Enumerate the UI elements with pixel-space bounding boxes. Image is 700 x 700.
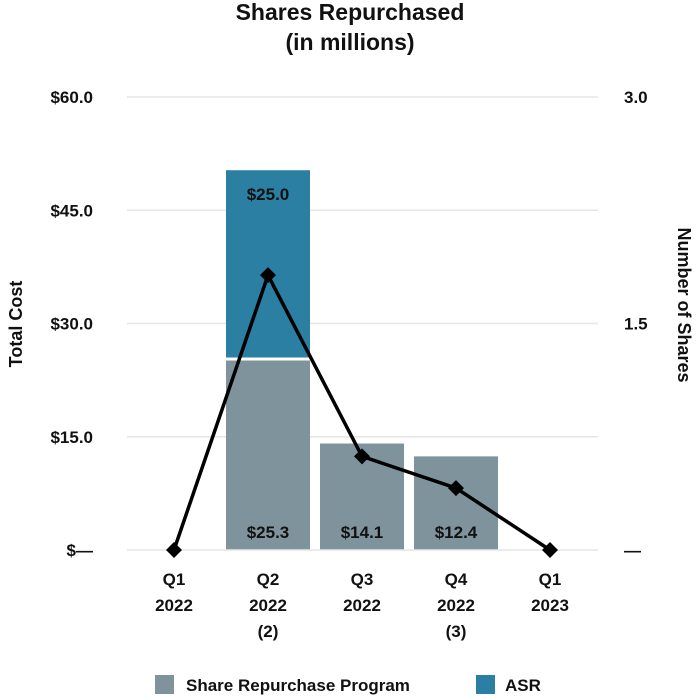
y-right-axis-title: Number of Shares: [674, 227, 694, 382]
x-category-label: Q1: [163, 570, 186, 589]
shares-marker: [448, 480, 464, 497]
legend-label: ASR: [505, 676, 541, 695]
y-tick-label: $15.0: [50, 428, 93, 447]
x-category-label: 2022: [249, 596, 287, 615]
chart-title-line: Shares Repurchased: [236, 0, 465, 25]
y-right-tick-label: 3.0: [624, 88, 648, 107]
legend-label: Share Repurchase Program: [186, 676, 410, 695]
bar-data-label: $25.0: [247, 185, 290, 204]
y-tick-label: $30.0: [50, 315, 93, 334]
y-tick-label: $45.0: [50, 201, 93, 220]
bar-data-label: $12.4: [435, 523, 478, 542]
x-category-label: Q3: [351, 570, 374, 589]
shares-marker: [354, 448, 370, 465]
x-category-label: 2023: [531, 596, 569, 615]
bar-program: [414, 456, 498, 550]
x-category-label: Q4: [445, 570, 468, 589]
x-category-label: 2022: [343, 596, 381, 615]
x-category-label: Q2: [257, 570, 280, 589]
y-tick-label: $—: [67, 541, 93, 560]
y-right-tick-label: —: [624, 541, 641, 560]
shares-marker: [166, 542, 182, 558]
legend-swatch-asr: [476, 675, 495, 694]
x-category-label: 2022: [437, 596, 475, 615]
bar-data-label: $14.1: [341, 523, 384, 542]
y-axis-title: Total Cost: [6, 281, 26, 368]
x-category-label: (3): [446, 622, 467, 641]
y-tick-label: $60.0: [50, 88, 93, 107]
shares-marker: [260, 267, 276, 284]
x-category-label: (2): [258, 622, 279, 641]
bar-data-label: $25.3: [247, 523, 290, 542]
legend-swatch-program: [155, 675, 174, 694]
y-right-tick-label: 1.5: [624, 315, 648, 334]
shares-marker: [542, 542, 558, 558]
chart-title-line: (in millions): [285, 29, 414, 55]
x-category-label: Q1: [539, 570, 562, 589]
bar-program: [226, 358, 310, 550]
x-category-label: 2022: [155, 596, 193, 615]
